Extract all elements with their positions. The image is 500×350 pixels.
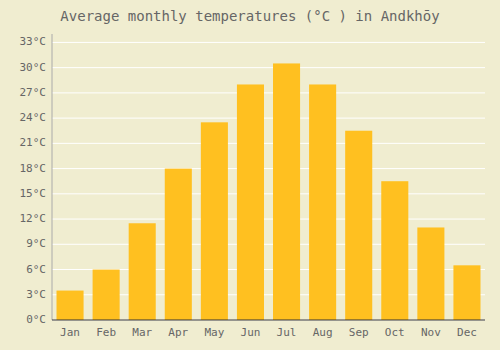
x-tick-label: Apr xyxy=(168,326,188,339)
background xyxy=(0,0,500,350)
title: Average monthly temperatures (°C ) in An… xyxy=(60,8,439,24)
chart-svg: 0°C 3°C 6°C 9°C 12°C 15°C 18°C 21°C 24°C 27°C 30°C… xyxy=(0,0,500,350)
x-tick-label: Jul xyxy=(277,326,297,339)
bar xyxy=(417,227,444,320)
y-tick-label: 3°C xyxy=(26,288,46,301)
bar xyxy=(381,181,408,320)
y-axis-line xyxy=(52,34,53,320)
grid-line xyxy=(52,143,485,144)
y-tick-label: 18°C xyxy=(20,162,47,175)
y-tick-label: 12°C xyxy=(20,212,47,225)
x-axis: Jan Feb Mar Apr May Jun Jul Aug Sep Oct Nov Dec xyxy=(60,326,477,339)
x-tick-label: Aug xyxy=(313,326,333,339)
y-tick-label: 21°C xyxy=(20,136,47,149)
y-grid xyxy=(52,42,485,320)
y-axis: 0°C 3°C 6°C 9°C 12°C 15°C 18°C 21°C 24°C 27°C 30°C… xyxy=(20,34,53,326)
x-tick-label: Jun xyxy=(241,326,261,339)
page: {"chart_data": {"type": "bar", "title": … xyxy=(0,0,500,350)
grid-line xyxy=(52,42,485,43)
grid-line xyxy=(52,320,485,321)
bars xyxy=(57,63,481,320)
y-tick-label: 30°C xyxy=(20,61,47,74)
x-tick-label: Nov xyxy=(421,326,441,339)
x-tick-label: Dec xyxy=(457,326,477,339)
x-axis-line xyxy=(52,320,485,321)
x-tick-label: May xyxy=(204,326,224,339)
y-tick-label: 0°C xyxy=(26,313,46,326)
x-tick-label: Sep xyxy=(349,326,369,339)
grid-line xyxy=(52,67,485,68)
y-tick-label: 9°C xyxy=(26,237,46,250)
grid-line xyxy=(52,168,485,169)
y-tick-label: 15°C xyxy=(20,187,47,200)
bar xyxy=(237,84,264,320)
x-tick-label: Mar xyxy=(132,326,152,339)
y-tick-label: 24°C xyxy=(20,111,47,124)
bar xyxy=(165,169,192,320)
x-tick-label: Oct xyxy=(385,326,405,339)
bar xyxy=(93,270,120,320)
y-tick-label: 33°C xyxy=(20,35,47,48)
y-tick-label: 6°C xyxy=(26,263,46,276)
bar xyxy=(201,122,228,320)
grid-line xyxy=(52,92,485,93)
bar xyxy=(345,131,372,320)
grid-line xyxy=(52,118,485,119)
bar xyxy=(309,84,336,320)
grid-line xyxy=(52,219,485,220)
chart-container: 0°C 3°C 6°C 9°C 12°C 15°C 18°C 21°C 24°C 27°C 30°C… xyxy=(0,0,500,350)
y-tick-label: 27°C xyxy=(20,86,47,99)
bar xyxy=(57,291,84,320)
x-tick-label: Jan xyxy=(60,326,80,339)
bar xyxy=(453,265,480,320)
grid-line xyxy=(52,193,485,194)
bar xyxy=(273,63,300,320)
x-tick-label: Feb xyxy=(96,326,116,339)
bar xyxy=(129,223,156,320)
